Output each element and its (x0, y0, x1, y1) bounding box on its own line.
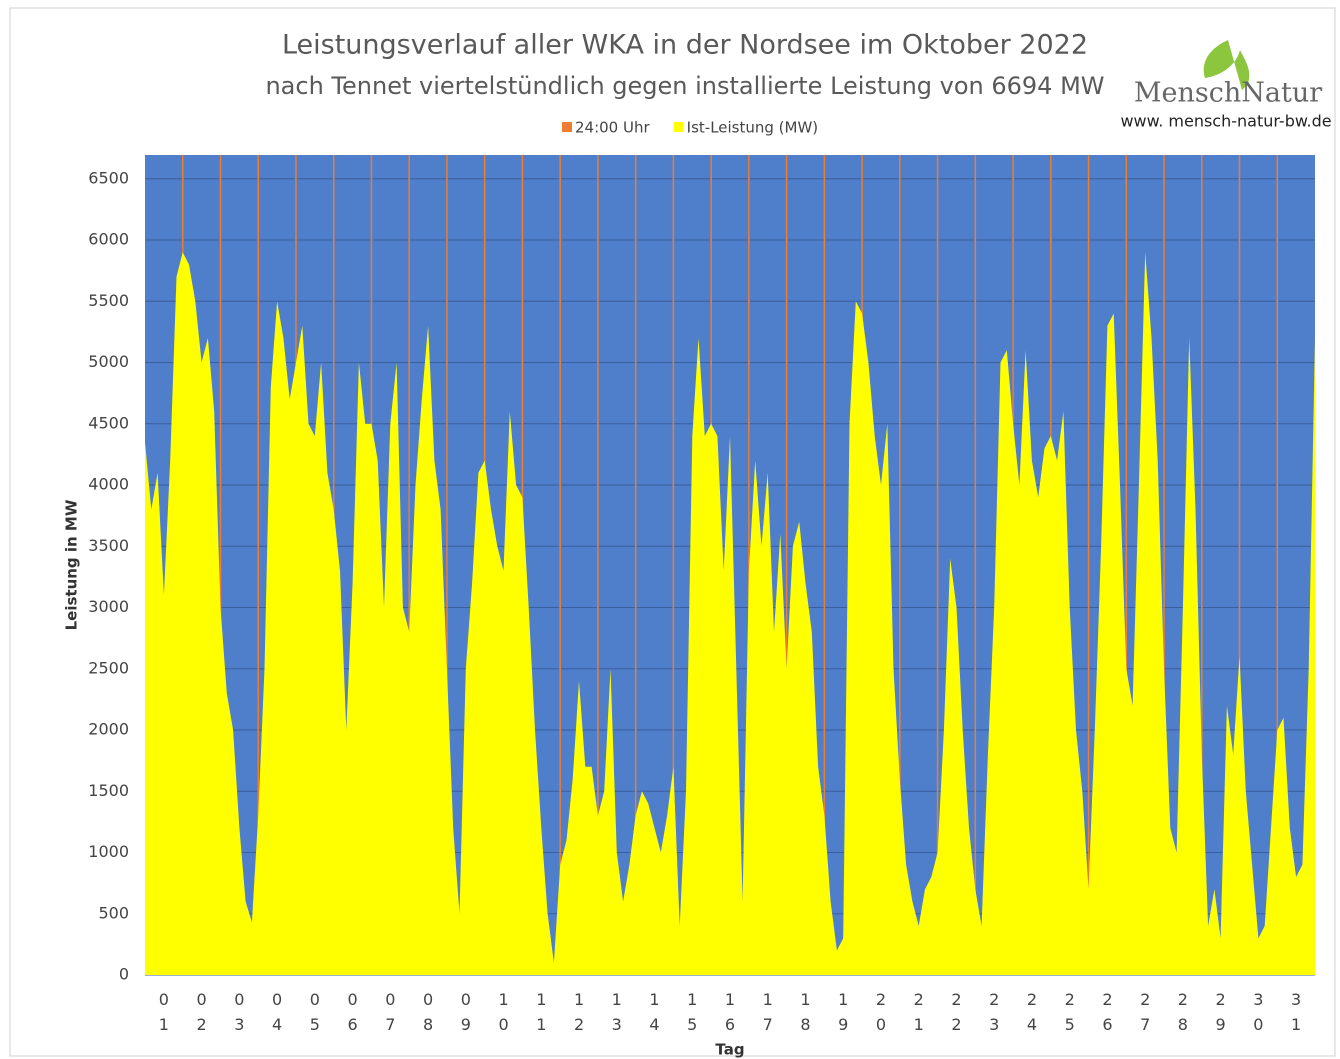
x-tick-label: 27 (1136, 990, 1155, 1040)
x-tick-label: 22 (947, 990, 966, 1040)
x-tick-label: 25 (1060, 990, 1079, 1040)
x-tick-label: 24 (1022, 990, 1041, 1040)
x-tick-label: 23 (985, 990, 1004, 1040)
day-marker (823, 155, 826, 975)
x-tick-label: 07 (381, 990, 400, 1040)
x-tick-label: 16 (721, 990, 740, 1040)
x-tick-label: 21 (909, 990, 928, 1040)
chart-subtitle: nach Tennet viertelstündlich gegen insta… (265, 72, 1104, 100)
x-tick-label: 14 (645, 990, 664, 1040)
day-marker (1087, 155, 1090, 975)
x-tick-label: 15 (683, 990, 702, 1040)
logo-url: www. mensch-natur-bw.de (1120, 112, 1331, 131)
day-marker (1163, 155, 1165, 975)
x-tick-label: 17 (758, 990, 777, 1040)
logo-text: MenschNatur (1134, 78, 1322, 109)
x-tick-label: 18 (796, 990, 815, 1040)
chart-title: Leistungsverlauf aller WKA in der Nordse… (282, 30, 1088, 61)
y-tick-label: 4500 (88, 413, 129, 432)
x-tick-label: 13 (607, 990, 626, 1040)
x-tick-label: 12 (570, 990, 589, 1040)
legend-swatch (562, 122, 572, 132)
x-axis-label: Tag (715, 1041, 744, 1059)
day-marker (1201, 155, 1203, 975)
x-tick-label: 28 (1173, 990, 1192, 1040)
x-tick-label: 03 (230, 990, 249, 1040)
day-marker (597, 155, 599, 975)
day-marker (634, 155, 637, 975)
y-tick-label: 3000 (88, 597, 129, 616)
day-marker (748, 155, 750, 975)
x-tick-label: 11 (532, 990, 551, 1040)
y-tick-label: 2000 (88, 720, 129, 739)
day-marker (219, 155, 222, 975)
day-marker (899, 155, 901, 975)
y-axis-label: Leistung in MW (63, 499, 81, 630)
legend-label: Ist-Leistung (MW) (687, 119, 819, 137)
y-tick-label: 3500 (88, 536, 129, 555)
x-tick-label: 09 (456, 990, 475, 1040)
area (145, 252, 1315, 976)
logo-leaf (1203, 40, 1250, 90)
x-tick-label: 31 (1287, 990, 1306, 1040)
x-tick-label: 10 (494, 990, 513, 1040)
y-tick-label: 6500 (88, 168, 129, 187)
day-marker (446, 155, 448, 975)
x-tick-label: 29 (1211, 990, 1230, 1040)
day-marker (1238, 155, 1241, 975)
day-marker (559, 155, 561, 975)
day-marker (1276, 155, 1279, 975)
y-tick-label: 2500 (88, 658, 129, 677)
day-marker (936, 155, 939, 975)
y-tick-label: 5500 (88, 291, 129, 310)
x-tick-label: 01 (154, 990, 173, 1040)
legend-label: 24:00 Uhr (575, 119, 650, 137)
y-tick-label: 1500 (88, 781, 129, 800)
y-tick-label: 1000 (88, 842, 129, 861)
y-tick-label: 5000 (88, 352, 129, 371)
day-marker (974, 155, 977, 975)
y-tick-label: 6000 (88, 230, 129, 249)
x-tick-label: 20 (871, 990, 890, 1040)
y-tick-label: 500 (98, 903, 129, 922)
y-tick-label: 0 (119, 965, 129, 984)
x-tick-label: 05 (305, 990, 324, 1040)
y-tick-label: 4000 (88, 475, 129, 494)
x-tick-label: 02 (192, 990, 211, 1040)
day-marker (1125, 155, 1128, 975)
legend-swatch (673, 122, 684, 132)
x-tick-label: 30 (1249, 990, 1268, 1040)
x-tick-label: 04 (268, 990, 287, 1040)
x-tick-label: 08 (419, 990, 438, 1040)
day-marker (672, 155, 675, 975)
day-marker (257, 155, 259, 975)
x-tick-label: 06 (343, 990, 362, 1040)
x-tick-label: 26 (1098, 990, 1117, 1040)
day-marker (785, 155, 788, 975)
x-tick-label: 19 (834, 990, 853, 1040)
day-marker (408, 155, 410, 975)
